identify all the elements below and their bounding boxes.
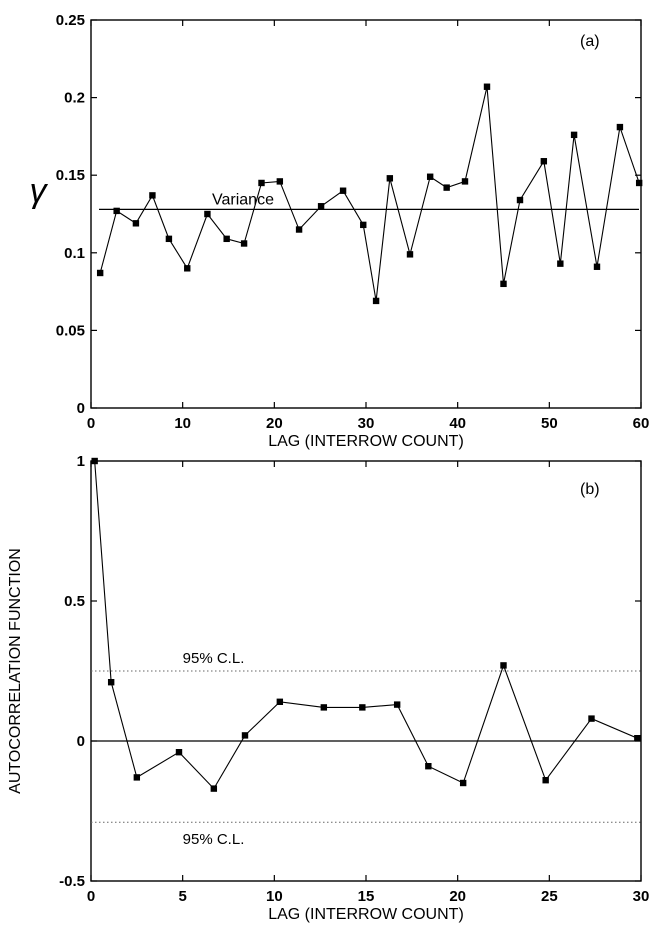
data-point bbox=[557, 260, 564, 267]
y-tick-label: 0 bbox=[77, 400, 85, 417]
data-point bbox=[276, 178, 284, 185]
series-line bbox=[94, 460, 638, 790]
y-tick-label: 1 bbox=[77, 453, 85, 470]
data-point bbox=[516, 196, 524, 204]
data-point bbox=[443, 184, 450, 191]
data-point bbox=[133, 774, 141, 781]
y-tick-label: 0.15 bbox=[56, 167, 85, 184]
x-tick-label: 0 bbox=[87, 415, 95, 432]
data-point bbox=[96, 269, 104, 277]
data-point bbox=[635, 179, 643, 187]
x-tick-label: 20 bbox=[266, 415, 283, 432]
plot-frame bbox=[90, 460, 642, 882]
panel-label: (a) bbox=[580, 33, 600, 50]
data-point bbox=[113, 207, 120, 215]
data-point bbox=[393, 701, 401, 708]
data-point bbox=[360, 221, 367, 229]
panel-label: (b) bbox=[580, 481, 600, 498]
y-axis-label: AUTOCORRELATION FUNCTION bbox=[7, 548, 24, 794]
data-point bbox=[406, 251, 414, 258]
x-tick-label: 60 bbox=[633, 415, 650, 432]
plot-frame bbox=[90, 19, 642, 409]
data-point bbox=[149, 192, 156, 199]
chart-panel-a: 0 10 20 30 40 50 60 0 0.05 0.1 0.15 0.2 0.25 LAG (INT… bbox=[30, 12, 650, 450]
data-point bbox=[165, 235, 173, 243]
y-tick-label: 0.2 bbox=[64, 90, 85, 107]
x-tick-label: 50 bbox=[541, 415, 558, 432]
data-point bbox=[241, 732, 249, 739]
y-tick-label: 0.25 bbox=[56, 12, 85, 29]
data-point bbox=[295, 226, 303, 233]
y-tick-label: -0.5 bbox=[59, 873, 85, 890]
data-point bbox=[425, 763, 432, 770]
data-point bbox=[570, 131, 578, 139]
data-point bbox=[317, 203, 325, 210]
y-tick-label: 0 bbox=[77, 733, 85, 750]
data-point bbox=[540, 158, 548, 165]
data-point bbox=[542, 777, 549, 784]
data-point bbox=[461, 178, 469, 185]
x-tick-label: 10 bbox=[266, 888, 283, 905]
x-axis-label: LAG (INTERROW COUNT) bbox=[268, 906, 464, 923]
y-axis-label: γ bbox=[30, 172, 49, 210]
x-tick-label: 40 bbox=[449, 415, 466, 432]
data-point bbox=[204, 210, 211, 218]
data-point bbox=[276, 698, 284, 705]
data-point bbox=[483, 83, 491, 90]
y-tick-label: 0.1 bbox=[64, 245, 85, 262]
data-point bbox=[107, 679, 115, 686]
x-tick-label: 5 bbox=[178, 888, 186, 905]
data-point bbox=[339, 187, 347, 194]
data-point bbox=[210, 785, 218, 792]
series-line bbox=[99, 86, 640, 302]
data-point bbox=[634, 735, 641, 742]
data-point bbox=[359, 704, 366, 711]
data-point bbox=[616, 123, 624, 131]
data-point bbox=[500, 662, 507, 669]
data-point bbox=[588, 715, 595, 722]
data-point bbox=[258, 179, 265, 187]
data-point bbox=[132, 220, 140, 227]
data-point bbox=[223, 235, 230, 243]
x-tick-label: 25 bbox=[541, 888, 558, 905]
data-point bbox=[320, 704, 328, 711]
variance-label: Variance bbox=[212, 191, 274, 208]
data-point bbox=[240, 240, 248, 247]
x-tick-label: 30 bbox=[358, 415, 375, 432]
data-point bbox=[91, 457, 98, 465]
x-axis-label: LAG (INTERROW COUNT) bbox=[268, 433, 464, 450]
data-point bbox=[184, 265, 191, 272]
data-point bbox=[386, 175, 394, 182]
x-tick-label: 20 bbox=[449, 888, 466, 905]
data-point bbox=[459, 779, 467, 787]
y-tick-label: 0.05 bbox=[56, 322, 85, 339]
y-tick-label: 0.5 bbox=[64, 593, 85, 610]
x-tick-label: 10 bbox=[174, 415, 191, 432]
data-point bbox=[500, 280, 507, 288]
data-point bbox=[175, 749, 183, 756]
confidence-limit-label: 95% C.L. bbox=[183, 650, 245, 667]
data-point bbox=[372, 297, 380, 305]
data-point bbox=[593, 263, 601, 270]
confidence-limit-label: 95% C.L. bbox=[183, 831, 245, 848]
x-tick-label: 0 bbox=[87, 888, 95, 905]
x-tick-label: 30 bbox=[633, 888, 650, 905]
data-point bbox=[426, 173, 434, 180]
x-tick-label: 15 bbox=[358, 888, 375, 905]
